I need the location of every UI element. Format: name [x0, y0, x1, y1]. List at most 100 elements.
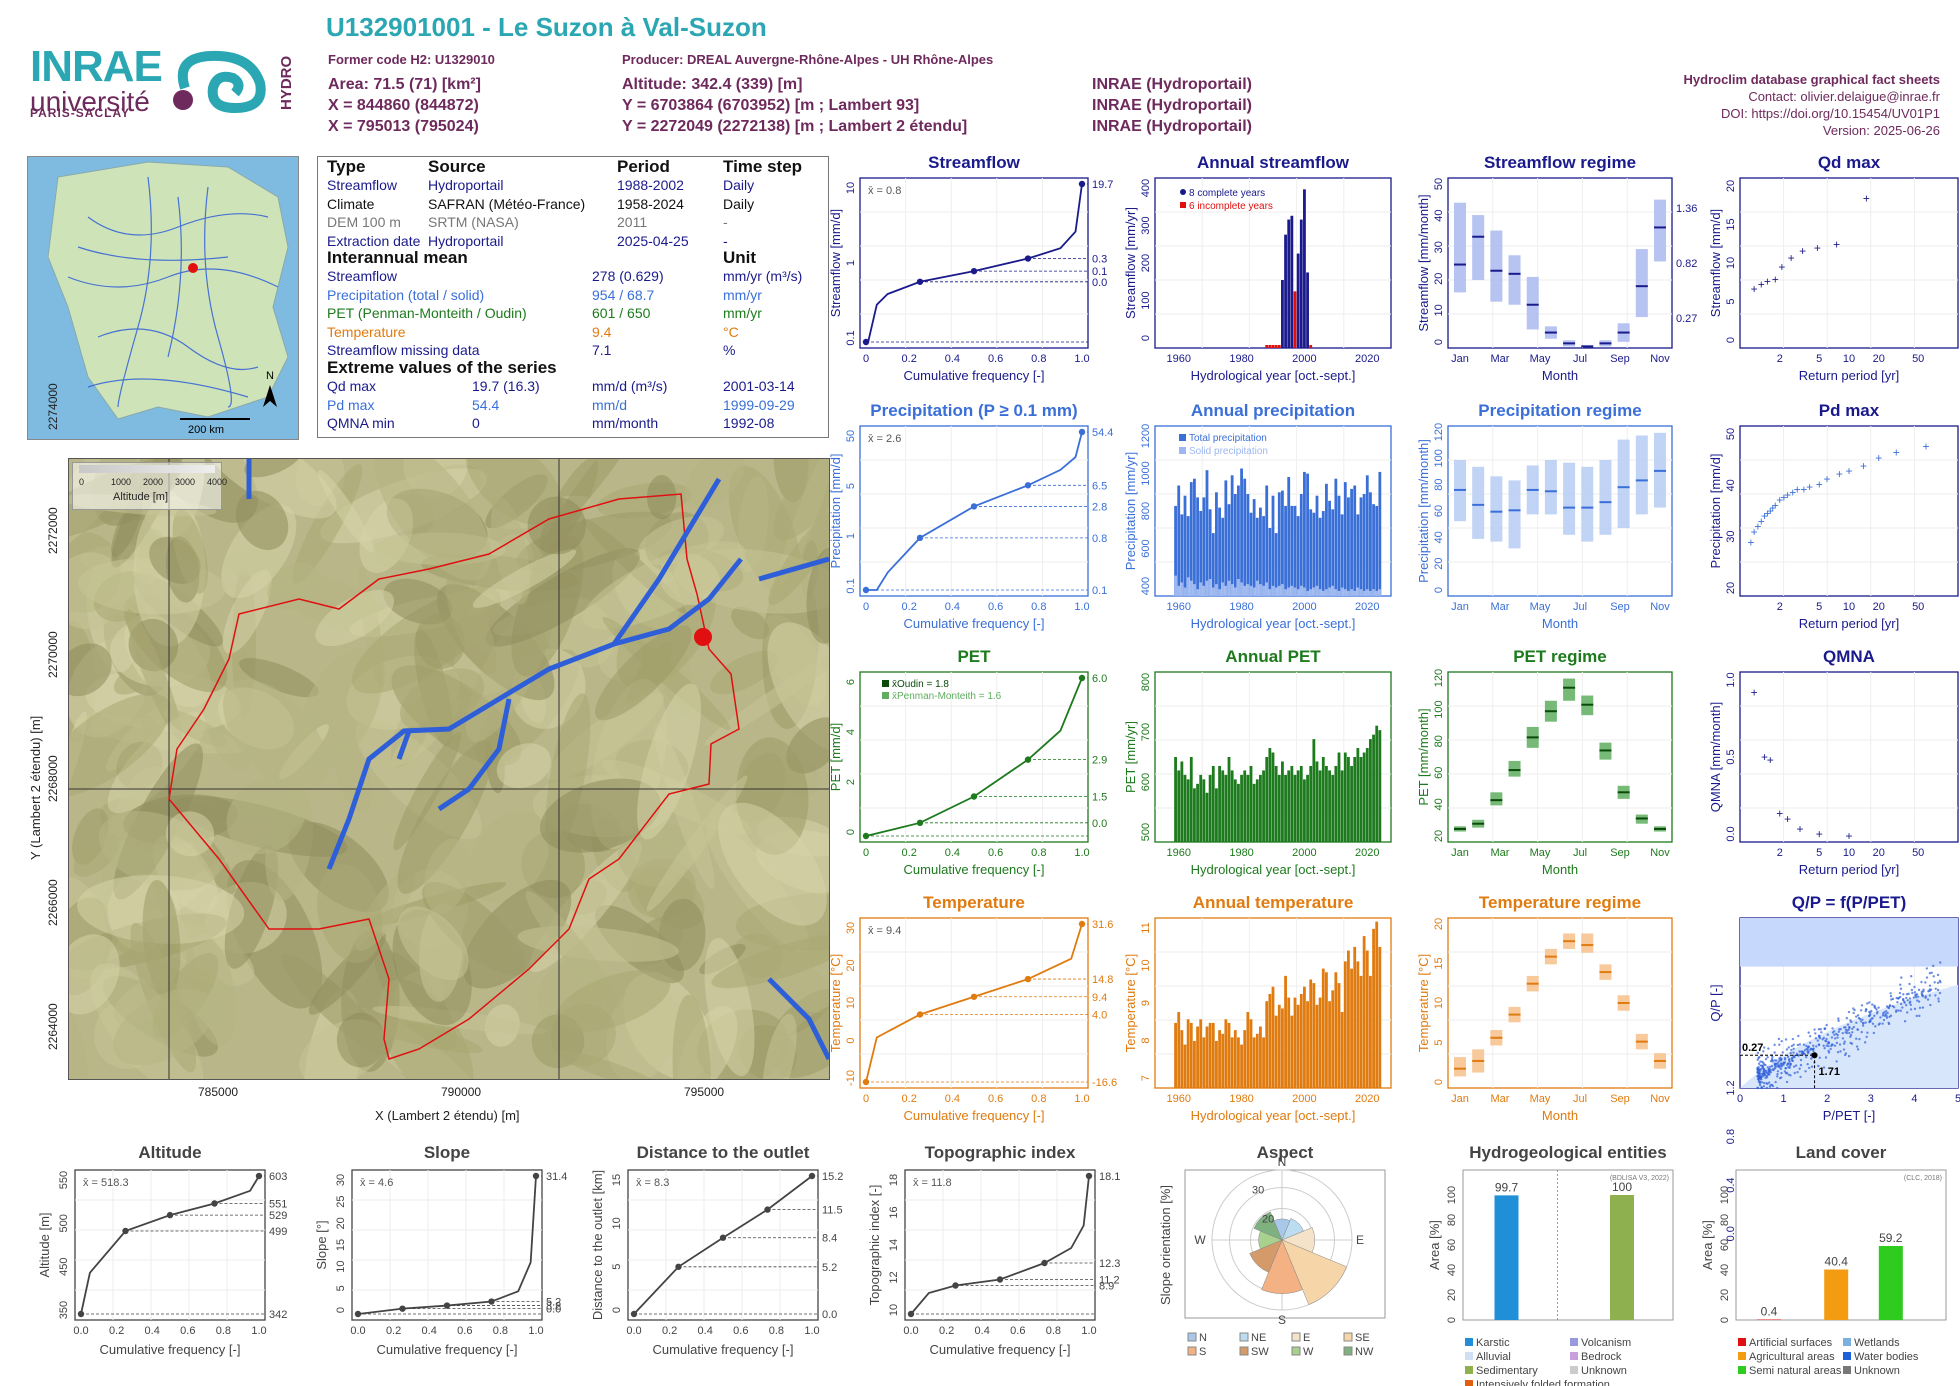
x-axis-label: Hydrological year [oct.-sept.]: [1191, 616, 1356, 631]
annual-bar: [1277, 492, 1281, 596]
x-tick-label: Jul: [1573, 847, 1587, 859]
qp-point: [1865, 1035, 1868, 1039]
chart-title-pd_max: Pd max: [1819, 401, 1880, 420]
x-tick-label: 5: [1816, 847, 1822, 859]
annual-bar: [1230, 770, 1234, 842]
mean-label: x̄ = 8.3: [636, 1177, 669, 1189]
annual-bar: [1218, 507, 1221, 596]
qp-point: [1926, 998, 1930, 1001]
extreme-value: 0: [472, 415, 480, 431]
right-tick-label: 529: [269, 1210, 287, 1222]
mean-label: Precipitation (total / solid): [327, 286, 485, 303]
y-tick-label: 0.5: [1725, 749, 1737, 764]
qp-point: [1823, 1027, 1827, 1030]
x-axis-label: Return period [yr]: [1799, 616, 1899, 631]
solid-bar: [1284, 589, 1287, 596]
annual-bar: [1199, 511, 1203, 596]
y-tick-label: 50: [1725, 428, 1737, 440]
qp-point: [1791, 1059, 1795, 1063]
contact[interactable]: Contact: olivier.delaigue@inrae.fr: [1748, 89, 1940, 104]
altitude: Altitude: 342.4 (339) [m]: [622, 76, 803, 93]
solid-bar: [1293, 587, 1297, 596]
extreme-label: Qd max: [327, 378, 377, 394]
annual-bar: [1290, 765, 1294, 842]
return-period-point: +: [1863, 191, 1870, 205]
qp-point: [1789, 1074, 1792, 1077]
return-period-point: +: [1860, 459, 1867, 473]
annual-bar: [1199, 774, 1203, 842]
mean-label: x̄ = 11.8: [913, 1177, 952, 1189]
annual-bar: [1378, 946, 1382, 1088]
annual-bar: [1230, 1037, 1234, 1088]
right-tick-label: 31.4: [546, 1171, 567, 1183]
annual-bar: [1309, 509, 1313, 596]
qp-point: [1882, 1018, 1886, 1022]
qp-x-value: 1.71: [1819, 1066, 1840, 1078]
qp-point: [1887, 1021, 1890, 1024]
qp-point: [1790, 1044, 1794, 1048]
right-tick-label: 2.8: [1092, 501, 1107, 513]
chart-title-qmna: QMNA: [1823, 647, 1875, 666]
return-period-point: +: [1778, 260, 1785, 274]
x-axis-label: P/PET [-]: [1823, 1108, 1876, 1123]
return-period-point: +: [1797, 822, 1804, 836]
y-axis-label: Slope orientation [%]: [1158, 1185, 1173, 1305]
qp-point: [1860, 1004, 1864, 1007]
solid-bar: [1180, 582, 1184, 596]
x-tick-label: 2: [1824, 1093, 1830, 1105]
solid-bar: [1246, 584, 1250, 596]
x-tick-label: 20: [1873, 847, 1885, 859]
annual-bar: [1315, 761, 1319, 842]
annual-bar: [1347, 497, 1350, 596]
y-tick-label: 80: [1719, 1214, 1731, 1226]
chart-title-streamflow_fdc: Streamflow: [928, 153, 1020, 172]
qp-point: [1847, 1010, 1851, 1014]
annual-bar: [1290, 505, 1294, 596]
qp-point: [1773, 1059, 1776, 1062]
qp-point: [1911, 991, 1914, 995]
y-axis-label: Temperature [°C]: [828, 954, 843, 1052]
solid-bar: [1365, 589, 1369, 596]
return-period-point: +: [1845, 829, 1852, 843]
qp-point: [1764, 1057, 1768, 1061]
annual-bar: [1189, 482, 1193, 596]
info-header-type: Type: [327, 157, 366, 176]
solid-bar: [1299, 585, 1303, 596]
qp-point: [1863, 1041, 1867, 1044]
annual-bar: [1375, 921, 1379, 1088]
qp-point: [1760, 1086, 1763, 1090]
return-period-point: +: [1761, 750, 1768, 764]
annual-bar: [1205, 470, 1209, 596]
y-tick-label: 550: [58, 1171, 70, 1189]
annual-bar: [1193, 788, 1196, 842]
y-tick-label: 40: [1446, 1264, 1458, 1276]
y-tick-label: 40: [1719, 1264, 1731, 1276]
qp-point: [1769, 1071, 1773, 1074]
y-tick-label: 300: [1140, 216, 1152, 234]
return-period-point: +: [1751, 525, 1758, 539]
mean-unit: °C: [723, 323, 739, 340]
return-period-point: +: [1800, 483, 1807, 497]
legend-total-icon: [1179, 434, 1186, 441]
solid-bar: [1259, 584, 1262, 596]
qp-point: [1802, 1050, 1805, 1054]
info-header-extreme: Extreme values of the series: [327, 358, 557, 377]
qp-point: [1912, 996, 1915, 999]
annual-bar: [1296, 253, 1300, 348]
x-axis-label: Month: [1542, 616, 1578, 631]
former-code: Former code H2: U1329010: [328, 52, 495, 67]
qp-point: [1854, 1015, 1858, 1018]
y-tick-label: 10: [845, 997, 857, 1009]
annual-bar: [1334, 972, 1338, 1088]
annual-bar: [1287, 997, 1291, 1088]
right-tick-label: 3.2: [546, 1301, 561, 1313]
x-tick-label: Mar: [1491, 1093, 1510, 1105]
chart-title-qd_max: Qd max: [1818, 153, 1881, 172]
qp-point: [1764, 1070, 1767, 1074]
annual-bar: [1296, 1004, 1300, 1088]
y-lambert2: Y = 2272049 (2272138) [m ; Lambert 2 éte…: [622, 118, 968, 135]
doi-link[interactable]: DOI: https://doi.org/10.15454/UV01P1: [1721, 106, 1940, 121]
annual-bar: [1177, 770, 1181, 842]
legend-label: Artificial surfaces: [1749, 1337, 1833, 1349]
annual-bar: [1221, 517, 1225, 596]
